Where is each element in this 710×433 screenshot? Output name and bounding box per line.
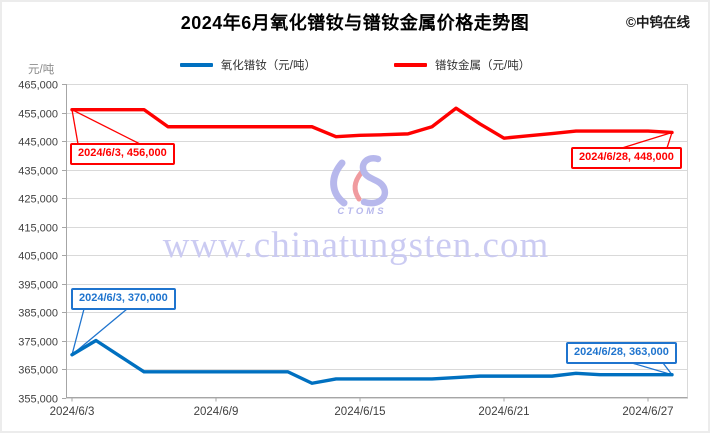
- series-line-metal: [70, 106, 674, 140]
- y-tick-label: 395,000: [18, 280, 58, 292]
- watermark-logo-text: CTOMS: [337, 206, 386, 217]
- series-lines: [70, 106, 674, 385]
- watermark-logo-flame: [352, 170, 364, 202]
- copyright-label: ©中钨在线: [626, 15, 690, 30]
- legend-label-oxide: 氧化镨钕（元/吨）: [220, 60, 316, 72]
- y-tick-label: 385,000: [18, 308, 58, 320]
- y-axis-unit-label: 元/吨: [28, 64, 55, 76]
- x-tick-label: 2024/6/27: [622, 406, 673, 418]
- y-tick-label: 465,000: [18, 80, 58, 92]
- y-tick-label: 435,000: [18, 166, 58, 178]
- x-tick-label: 2024/6/15: [334, 406, 385, 418]
- watermark-logo-right-swoosh: [359, 155, 389, 207]
- annotation-metal-end: 2024/6/28, 448,000: [571, 147, 682, 169]
- legend-label-metal: 镨钕金属（元/吨）: [435, 60, 531, 72]
- annotation-leader-line: [621, 131, 673, 149]
- x-tick-label: 2024/6/3: [50, 406, 95, 418]
- annotation-oxide-start: 2024/6/3, 370,000: [71, 288, 176, 310]
- chart-legend: 氧化镨钕（元/吨） 镨钕金属（元/吨）: [0, 57, 710, 73]
- series-line-oxide: [70, 338, 674, 385]
- x-tick-label: 2024/6/9: [194, 406, 239, 418]
- y-tick-label: 445,000: [18, 137, 58, 149]
- y-tick-labels: 465,000 455,000 445,000 435,000 425,000 415,0…: [18, 80, 58, 406]
- gridlines: [66, 84, 688, 399]
- annotation-metal-start: 2024/6/3, 456,000: [70, 143, 175, 165]
- annotation-leader-line: [631, 362, 673, 376]
- watermark-logo-left-swoosh: [330, 159, 348, 207]
- metal-line-swatch: [394, 63, 427, 67]
- y-tick-label: 425,000: [18, 194, 58, 206]
- y-tick-label: 415,000: [18, 223, 58, 235]
- x-tick-labels: 2024/6/3 2024/6/9 2024/6/15 2024/6/21 2024/6…: [50, 406, 674, 418]
- annotation-leader-line: [71, 109, 79, 145]
- y-tick-label: 355,000: [18, 394, 58, 406]
- y-tick-label: 365,000: [18, 365, 58, 377]
- annotation-leader-line: [666, 132, 673, 149]
- legend-item-metal: 镨钕金属（元/吨）: [394, 57, 530, 73]
- annotation-leader-line: [71, 308, 85, 355]
- y-tick-label: 375,000: [18, 337, 58, 349]
- annotation-leader-lines: [71, 109, 673, 376]
- annotation-leader-line: [662, 362, 673, 376]
- axes: [62, 84, 688, 402]
- chart-title: 2024年6月氧化镨钕与镨钕金属价格走势图: [180, 13, 530, 33]
- legend-item-oxide: 氧化镨钕（元/吨）: [179, 57, 316, 73]
- oxide-line-swatch: [179, 63, 213, 67]
- annotation-oxide-end: 2024/6/28, 363,000: [566, 342, 677, 364]
- annotation-leader-line: [71, 308, 128, 356]
- y-tick-label: 455,000: [18, 109, 58, 121]
- y-tick-label: 405,000: [18, 251, 58, 263]
- annotation-leader-line: [71, 109, 141, 145]
- watermark: CTOMS www.chinatungsten.com: [163, 155, 549, 266]
- x-tick-label: 2024/6/21: [478, 406, 529, 418]
- watermark-url-text: www.chinatungsten.com: [163, 225, 549, 266]
